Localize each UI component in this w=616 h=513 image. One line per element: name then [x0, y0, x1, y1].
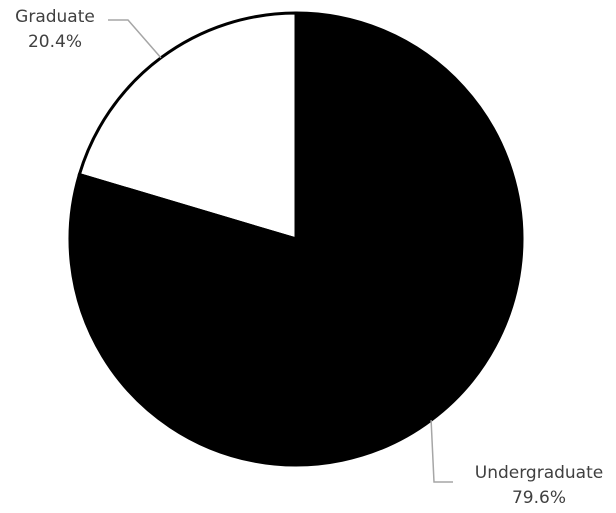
- leader-line-graduate: [108, 19, 162, 59]
- pie-slices: [68, 11, 524, 467]
- leader-line-undergraduate: [430, 420, 453, 483]
- leader-lines: [108, 19, 453, 483]
- pie-slice-undergraduate: [68, 11, 524, 467]
- slice-label-undergraduate-name: Undergraduate: [475, 463, 603, 483]
- slice-label-graduate-name: Graduate: [15, 7, 95, 27]
- pie-slice-graduate: [77, 11, 298, 242]
- slice-label-graduate-value: 20.4%: [28, 32, 82, 52]
- slice-label-undergraduate-value: 79.6%: [512, 488, 566, 508]
